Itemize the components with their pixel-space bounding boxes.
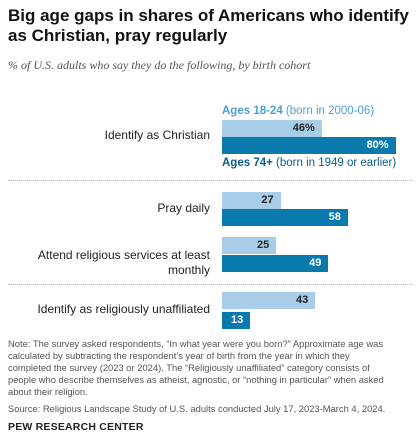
- bar-old-attend: 49: [222, 255, 329, 272]
- bar-young-christian: 46%: [222, 120, 322, 137]
- note-line: about their religion.: [8, 386, 88, 398]
- legend-old-strong: Ages 74+: [222, 157, 273, 169]
- category-label: Identify as religiously unaffiliated: [37, 302, 210, 316]
- value-label-young-pray: 27: [261, 194, 274, 206]
- legend-young: Ages 18-24 (born in 2000-06): [222, 105, 374, 117]
- note-line: calculated by subtracting the respondent…: [8, 350, 350, 362]
- note-line: completed the survey (2023 or 2024). The…: [8, 362, 370, 374]
- legend-young-strong: Ages 18-24: [222, 105, 283, 117]
- legend-old: Ages 74+ (born in 1949 or earlier): [222, 157, 396, 169]
- value-label-old-unaffiliated: 13: [230, 314, 244, 326]
- legend-young-rest: (born in 2000-06): [282, 105, 375, 117]
- value-label-old-pray: 58: [328, 211, 341, 223]
- divider: [8, 180, 412, 181]
- category-label: Attend religious services at least month…: [37, 248, 210, 277]
- bar-young-unaffiliated: 43: [222, 292, 316, 309]
- category-label: Pray daily: [157, 201, 210, 215]
- value-label-young-attend: 25: [257, 239, 270, 251]
- chart-title: Big age gaps in shares of Americans who …: [8, 6, 409, 45]
- bar-old-christian: 80%: [222, 137, 396, 154]
- bar-young-attend: 25: [222, 237, 277, 254]
- value-label-old-christian: 80%: [366, 139, 389, 151]
- value-label-old-attend: 49: [309, 257, 322, 269]
- chart-source: Source: Religious Landscape Study of U.S…: [8, 403, 386, 414]
- category-label: Identify as Christian: [104, 128, 210, 142]
- note-line: people who describe themselves as atheis…: [8, 374, 384, 386]
- chart-note: Note: The survey asked respondents, “In …: [8, 338, 414, 398]
- value-label-young-christian: 46%: [292, 122, 315, 134]
- divider: [8, 284, 412, 285]
- bar-young-pray: 27: [222, 192, 281, 209]
- note-line: Note: The survey asked respondents, “In …: [8, 338, 384, 349]
- legend-old-rest: (born in 1949 or earlier): [272, 157, 397, 169]
- credit-line: PEW RESEARCH CENTER: [8, 421, 144, 433]
- value-label-young-unaffiliated: 43: [296, 294, 309, 306]
- bar-old-unaffiliated: 13: [222, 312, 251, 329]
- bar-old-pray: 58: [222, 209, 348, 226]
- chart-subtitle: % of U.S. adults who say they do the fol…: [8, 58, 311, 72]
